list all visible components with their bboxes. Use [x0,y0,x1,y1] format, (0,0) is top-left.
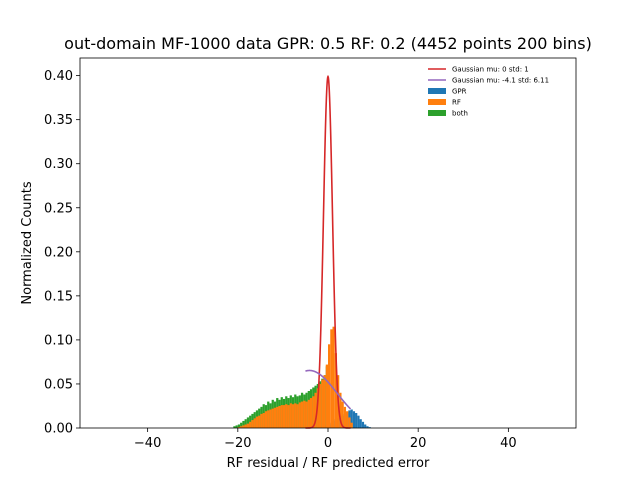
rf-bar [260,413,263,428]
rf-bar [262,413,265,428]
gaussian-curves [305,74,352,429]
rf-bar [341,401,344,428]
y-tick-label: 0.35 [44,113,73,128]
legend-label: GPR [452,88,467,96]
rf-bar [237,427,241,428]
y-tick-label: 0.20 [44,245,73,260]
rf-bar [328,344,331,428]
rf-bar [309,398,313,428]
both-bar [242,420,245,428]
rf-bar [305,401,308,428]
legend-swatch [428,88,446,94]
rf-bar [282,405,286,428]
rf-bar [264,411,268,428]
histogram-bars [233,326,371,428]
x-tick-label: −20 [224,436,251,451]
rf-bar [255,416,259,428]
rf-bar [325,364,328,428]
rf-bar [346,411,349,428]
rf-bar [246,423,250,428]
gpr-bar [352,411,356,428]
legend-label: Gaussian mu: 0 std: 1 [452,66,529,74]
rf-bar [253,418,256,428]
rf-bar [278,405,281,428]
rf-bar [332,326,335,428]
y-axis-label: Normalized Counts [20,181,35,304]
rf-bar [339,392,342,428]
chart-title: out-domain MF-1000 data GPR: 0.5 RF: 0.2… [64,34,592,53]
both-bar [240,422,243,428]
y-tick-label: 0.15 [44,289,73,304]
gaussian-curve-2 [305,369,352,410]
legend-swatch [428,99,446,105]
y-axis: 0.00 0.05 0.10 0.15 0.20 0.25 0.30 0.35 0.40 [44,69,80,437]
gpr-bar [359,419,362,428]
rf-bar [269,409,272,428]
gpr-bar [368,427,371,428]
gpr-bar [350,409,353,428]
rf-bar [343,406,347,428]
rf-bar [240,426,243,428]
y-tick-label: 0.25 [44,201,73,216]
rf-bar [280,405,283,428]
x-tick-label: −40 [134,436,161,451]
rf-bar [242,425,245,428]
legend: Gaussian mu: 0 std: 1 Gaussian mu: -4.1 s… [428,66,549,118]
rf-bar [276,406,279,428]
rf-bar [348,417,351,428]
both-bar [237,424,241,428]
gpr-bar [361,421,365,428]
both-bar [244,419,247,428]
rf-bar [267,410,270,428]
both-bar [233,426,236,428]
rf-bar [350,422,353,428]
legend-label: Gaussian mu: -4.1 std: 6.11 [452,77,549,85]
y-tick-label: 0.05 [44,377,73,392]
rf-bar [244,424,247,428]
rf-bar [314,392,317,428]
rf-bar [251,420,254,428]
gpr-bar [366,426,369,428]
rf-bar [273,407,277,428]
rf-bar [321,379,324,428]
y-tick-label: 0.00 [44,422,73,437]
legend-label: both [452,110,468,118]
y-tick-label: 0.30 [44,157,73,172]
rf-bar [249,421,252,428]
rf-bar [294,403,297,428]
rf-bar [289,403,292,428]
rf-bar [323,375,326,428]
rf-bar [285,404,288,428]
rf-bar [258,415,261,428]
gaussian-curve-1 [305,74,351,429]
gpr-bar [364,424,367,428]
rf-bar [312,396,315,428]
rf-bar [296,404,299,428]
x-axis: −40 −20 0 20 40 [134,428,517,451]
rf-bar [330,329,333,428]
rf-bar [298,402,301,428]
rf-bar [303,400,306,428]
gpr-bar [357,415,360,428]
x-tick-label: 40 [500,436,517,451]
x-tick-label: 0 [324,436,332,451]
x-tick-label: 20 [410,436,427,451]
y-tick-label: 0.40 [44,69,73,84]
both-bar [246,417,250,428]
rf-bar [300,401,304,428]
rf-bar [287,405,290,428]
legend-label: RF [452,99,461,107]
both-bar [235,425,238,428]
rf-bar [307,399,310,428]
y-tick-label: 0.10 [44,333,73,348]
gpr-bar [355,413,358,428]
rf-bar [271,408,274,428]
legend-swatch [428,110,446,116]
rf-bar [318,383,322,428]
x-axis-label: RF residual / RF predicted error [227,456,430,471]
rf-bar [291,404,295,428]
